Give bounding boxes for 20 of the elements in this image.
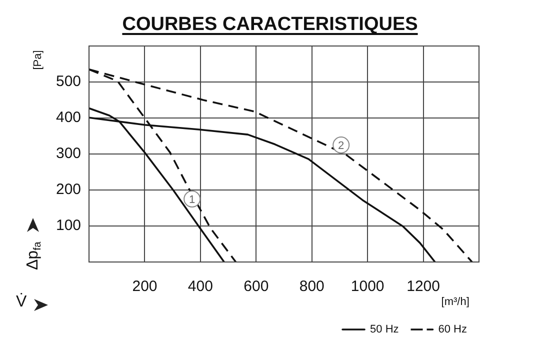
y-tick-label: 100: [56, 217, 82, 234]
y-axis-title: [Pa]: [32, 50, 44, 70]
y-tick-label: 300: [56, 145, 82, 162]
y-tick-label: 500: [56, 73, 82, 90]
text: Δpfa: [24, 242, 44, 270]
legend-label: 60 Hz: [438, 324, 468, 336]
x-tick-label: 200: [132, 278, 158, 296]
annotation: 1: [189, 194, 196, 206]
x-axis-title: [m³/h]: [441, 296, 470, 308]
x-tick-label: 1000: [350, 278, 384, 296]
x-tick-label: 600: [244, 278, 269, 296]
y-tick-label: 200: [56, 181, 82, 198]
x-tick-label: 400: [188, 278, 213, 296]
x-tick-label: 1200: [406, 278, 440, 296]
chart-title: COURBES CARACTERISTIQUES: [122, 14, 418, 35]
text: V̇: [16, 292, 27, 310]
y-tick-label: 400: [56, 109, 82, 126]
x-tick-label: 800: [299, 278, 324, 296]
annotation: 2: [338, 140, 344, 152]
legend-label: 50 Hz: [370, 324, 399, 336]
